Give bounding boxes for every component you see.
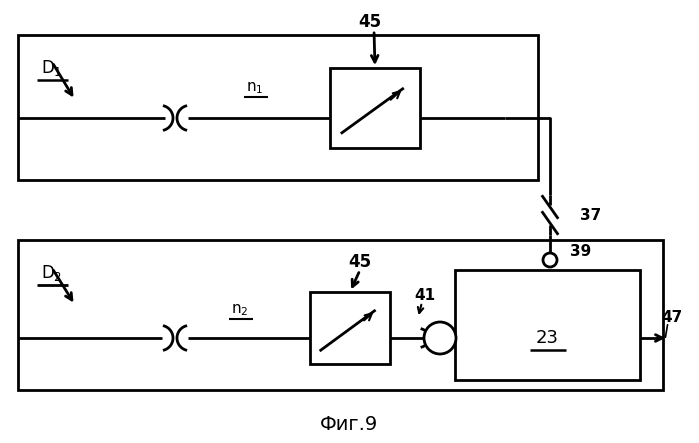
- Bar: [18, 35, 538, 180]
- Text: Фиг.9: Фиг.9: [320, 416, 378, 435]
- Text: 23: 23: [536, 329, 559, 347]
- Text: n$_2$: n$_2$: [231, 302, 249, 318]
- Text: 39: 39: [570, 245, 591, 260]
- Bar: [18, 240, 663, 390]
- Bar: [310, 292, 390, 364]
- Text: 47: 47: [661, 311, 683, 326]
- Circle shape: [543, 253, 557, 267]
- Text: n$_1$: n$_1$: [246, 80, 264, 96]
- Text: 41: 41: [415, 288, 435, 303]
- Bar: [330, 68, 420, 148]
- Text: D$_1$: D$_1$: [41, 58, 63, 78]
- Circle shape: [424, 322, 456, 354]
- Bar: [455, 270, 640, 380]
- Text: 45: 45: [348, 253, 372, 271]
- Text: 37: 37: [580, 207, 601, 222]
- Text: 45: 45: [359, 13, 382, 31]
- Text: D$_2$: D$_2$: [41, 263, 63, 283]
